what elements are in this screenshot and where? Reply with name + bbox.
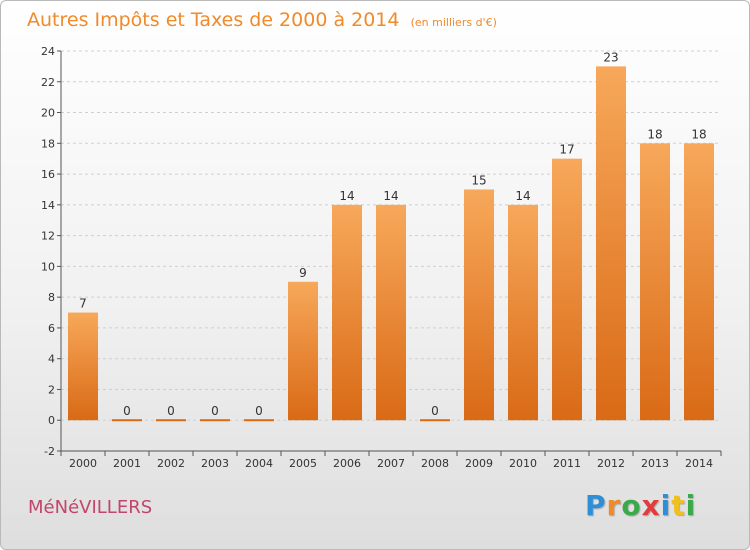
y-tick-label: 6 <box>48 322 55 335</box>
bar <box>684 143 714 421</box>
logo-letter: x <box>641 489 661 522</box>
bar <box>68 312 98 421</box>
data-label: 17 <box>559 143 574 157</box>
x-tick-label: 2006 <box>333 457 361 470</box>
data-label: 14 <box>339 189 354 203</box>
city-name: MéNéVILLERS <box>28 497 153 518</box>
data-label: 0 <box>123 404 131 418</box>
proxiti-logo: Proxiti <box>585 489 696 522</box>
data-label: 18 <box>647 127 662 141</box>
bar <box>288 281 318 421</box>
bar <box>112 419 142 422</box>
y-tick-label: 18 <box>41 137 55 150</box>
bars <box>68 66 714 422</box>
x-tick-label: 2003 <box>201 457 229 470</box>
x-tick-label: 2004 <box>245 457 273 470</box>
logo-letter: i <box>685 489 697 522</box>
x-tick-label: 2007 <box>377 457 405 470</box>
bar <box>376 204 406 421</box>
bar <box>420 419 450 422</box>
y-tick-label: 20 <box>41 107 55 120</box>
y-tick-label: 14 <box>41 199 55 212</box>
data-label: 7 <box>79 297 87 311</box>
y-tick-label: 10 <box>41 260 55 273</box>
y-tick-label: 2 <box>48 383 55 396</box>
x-tick-label: 2010 <box>509 457 537 470</box>
x-tick-label: 2002 <box>157 457 185 470</box>
data-label: 14 <box>383 189 398 203</box>
x-tick-label: 2012 <box>597 457 625 470</box>
y-tick-label: 22 <box>41 76 55 89</box>
x-tick-label: 2014 <box>685 457 713 470</box>
bar <box>244 419 274 422</box>
data-label: 18 <box>691 127 706 141</box>
x-tick-label: 2005 <box>289 457 317 470</box>
bar <box>464 189 494 421</box>
data-label: 0 <box>255 404 263 418</box>
data-label: 0 <box>167 404 175 418</box>
bar <box>640 143 670 421</box>
logo-letter: i <box>660 489 672 522</box>
data-label: 0 <box>431 404 439 418</box>
data-labels: 7 0 0 0 0 9 14 14 0 15 14 17 23 18 18 <box>79 50 706 418</box>
y-tick-label: 24 <box>41 45 55 58</box>
data-label: 14 <box>515 189 530 203</box>
x-tick-label: 2009 <box>465 457 493 470</box>
data-label: 0 <box>211 404 219 418</box>
bar <box>332 204 362 421</box>
bar <box>156 419 186 422</box>
x-tick-label: 2001 <box>113 457 141 470</box>
y-tick-label: 4 <box>48 353 55 366</box>
logo-letter: o <box>621 489 642 522</box>
chart-title-row: Autres Impôts et Taxes de 2000 à 2014 (e… <box>27 9 497 31</box>
x-tick-label: 2008 <box>421 457 449 470</box>
data-label: 9 <box>299 266 307 280</box>
x-tick-label: 2011 <box>553 457 581 470</box>
chart-title: Autres Impôts et Taxes de 2000 à 2014 <box>27 9 400 31</box>
y-tick-label: 0 <box>48 414 55 427</box>
chart-unit: (en milliers d'€) <box>410 16 497 29</box>
logo-letter: t <box>671 489 686 522</box>
y-tick-label: 16 <box>41 168 55 181</box>
logo-letter: r <box>606 489 622 522</box>
logo-letter: P <box>585 489 607 522</box>
bar <box>508 204 538 421</box>
data-label: 23 <box>603 50 618 64</box>
y-tick-label: 8 <box>48 291 55 304</box>
bar <box>200 419 230 422</box>
data-label: 15 <box>471 173 486 187</box>
y-tick-label: 12 <box>41 230 55 243</box>
bar <box>596 66 626 421</box>
x-tick-label: 2013 <box>641 457 669 470</box>
bar <box>552 158 582 421</box>
x-tick-label: 2000 <box>69 457 97 470</box>
y-tick-label: -2 <box>44 445 55 458</box>
